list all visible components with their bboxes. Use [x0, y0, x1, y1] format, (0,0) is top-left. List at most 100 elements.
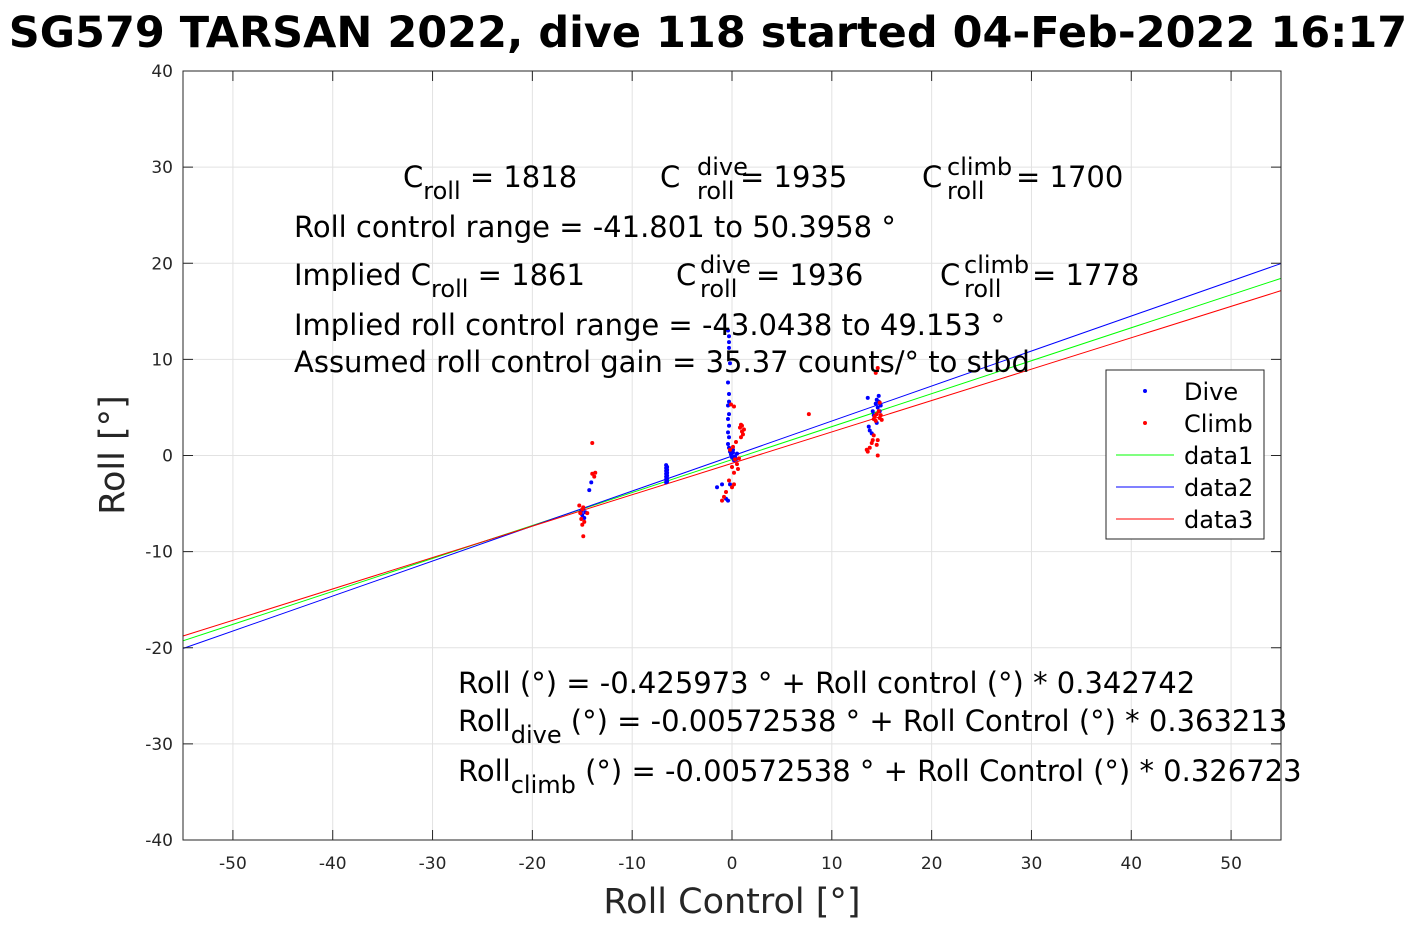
y-tick-label: 40	[151, 62, 173, 82]
legend-swatch-dive	[1143, 389, 1147, 393]
legend-entry-dive: Dive	[1143, 378, 1238, 406]
legend-label-dive: Dive	[1184, 378, 1238, 406]
dive-point	[665, 465, 670, 470]
climb-point	[874, 442, 879, 447]
legend-swatch-climb	[1143, 421, 1147, 425]
climb-point	[878, 413, 883, 418]
legend-entry-climb: Climb	[1143, 410, 1253, 438]
data-points	[577, 328, 884, 539]
legend-label-data3: data3	[1184, 506, 1253, 534]
climb-point	[580, 522, 585, 527]
climb-point	[734, 462, 739, 467]
legend: Dive Climb data1 data2 data3	[1105, 369, 1265, 540]
climb-point	[579, 516, 584, 521]
legend-label-climb: Climb	[1184, 410, 1253, 438]
annotations: Croll = 1818 C dive roll = 1935 C climb …	[294, 148, 1302, 799]
climb-point	[578, 511, 583, 516]
climb-point	[876, 409, 881, 414]
x-tick-label: 20	[921, 854, 943, 874]
x-tick-label: 10	[821, 854, 843, 874]
axis-ticks	[183, 70, 1281, 841]
climb-point	[729, 402, 734, 407]
annotation-c-roll-climb: C climb roll = 1700	[922, 148, 1123, 206]
annotation-implied-c-roll-climb: C climb roll = 1778	[940, 246, 1139, 304]
dive-point	[727, 399, 732, 404]
dive-point	[726, 498, 731, 503]
y-tick-label: 0	[162, 447, 173, 467]
legend-entry-data2: data2	[1116, 474, 1253, 502]
dive-point	[727, 435, 732, 440]
y-axis-label: Roll [°]	[93, 395, 133, 515]
series-line-data3	[182, 290, 1282, 637]
climb-point	[741, 427, 746, 432]
legend-label-data2: data2	[1184, 474, 1253, 502]
dive-point	[727, 340, 732, 345]
climb-point	[728, 447, 733, 452]
climb-point	[873, 418, 878, 423]
legend-label-data1: data1	[1184, 442, 1253, 470]
climb-point	[731, 482, 736, 487]
x-tick-label: -40	[319, 854, 347, 874]
dive-point	[589, 480, 594, 485]
annotation-roll-control-range: Roll control range = -41.801 to 50.3958 …	[294, 210, 896, 244]
climb-point	[593, 470, 598, 475]
dive-point	[867, 428, 872, 433]
legend-box	[1105, 369, 1265, 540]
x-tick-label: 0	[727, 854, 738, 874]
dive-point	[875, 405, 880, 410]
dive-point	[730, 447, 735, 452]
x-tick-label: -50	[219, 854, 247, 874]
climb-point	[722, 494, 727, 499]
y-tick-label: -10	[145, 543, 173, 563]
legend-entry-data1: data1	[1116, 442, 1253, 470]
x-tick-label: -30	[419, 854, 447, 874]
dive-point	[873, 401, 878, 406]
climb-point	[806, 412, 811, 417]
dive-point	[730, 450, 735, 455]
climb-point	[720, 498, 725, 503]
climb-point	[730, 444, 735, 449]
x-tick-label: 30	[1021, 854, 1043, 874]
climb-point	[870, 438, 875, 443]
dive-point	[727, 334, 732, 339]
y-tick-label: 20	[151, 254, 173, 274]
annotation-c-roll: Croll = 1818	[403, 160, 577, 205]
y-tick-label: -40	[145, 831, 173, 851]
climb-point	[730, 485, 734, 490]
climb-point	[875, 453, 880, 458]
y-tick-label: 30	[151, 158, 173, 178]
x-tick-label: 40	[1120, 854, 1142, 874]
annotation-c-roll-dive: C dive roll = 1935	[660, 148, 847, 206]
climb-point	[875, 366, 880, 371]
dive-point	[727, 423, 732, 428]
annotation-implied-c-roll-dive: C dive roll = 1936	[676, 246, 863, 304]
climb-point	[730, 465, 734, 470]
dive-point	[728, 361, 733, 366]
annotation-fit-dive: Rolldive (°) = -0.00572538 ° + Roll Cont…	[458, 704, 1287, 749]
dive-point	[665, 467, 670, 472]
x-tick-label: -20	[518, 854, 546, 874]
dive-point	[728, 482, 733, 487]
climb-point	[736, 456, 741, 461]
annotation-implied-range: Implied roll control range = -43.0438 to…	[294, 308, 1005, 342]
x-axis-label: Roll Control [°]	[603, 882, 860, 922]
climb-point	[875, 438, 880, 443]
annotation-fit-all: Roll (°) = -0.425973 ° + Roll control (°…	[458, 666, 1195, 700]
climb-point	[731, 404, 736, 409]
y-tick-label: -30	[145, 735, 173, 755]
climb-point	[879, 417, 884, 422]
climb-point	[733, 440, 738, 445]
climb-point	[585, 511, 590, 516]
climb-point	[582, 519, 587, 524]
climb-point	[732, 457, 737, 462]
dive-point	[665, 476, 670, 481]
dive-point	[726, 430, 731, 435]
climb-point	[731, 470, 736, 475]
climb-point	[735, 466, 740, 471]
climb-point	[581, 505, 586, 510]
series-climb	[577, 366, 884, 539]
climb-point	[577, 503, 582, 508]
dive-point	[727, 412, 732, 417]
dive-point	[726, 328, 731, 333]
